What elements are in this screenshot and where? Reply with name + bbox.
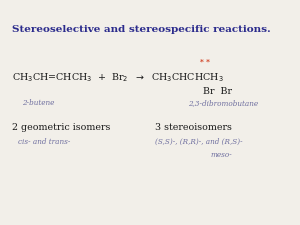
Text: 2 geometric isomers: 2 geometric isomers [12, 124, 110, 133]
Text: cis- and trans-: cis- and trans- [18, 138, 70, 146]
Text: 2,3-dibromobutane: 2,3-dibromobutane [188, 99, 258, 107]
Text: Stereoselective and stereospecific reactions.: Stereoselective and stereospecific react… [12, 25, 271, 34]
Text: CH$_3$CH=CHCH$_3$  +  Br$_2$  $\rightarrow$  CH$_3$CHCHCH$_3$: CH$_3$CH=CHCH$_3$ + Br$_2$ $\rightarrow$… [12, 72, 224, 84]
Text: 3 stereoisomers: 3 stereoisomers [155, 124, 232, 133]
Text: (S,S)-, (R,R)-, and (R,S)-: (S,S)-, (R,R)-, and (R,S)- [155, 138, 243, 146]
Text: Br  Br: Br Br [203, 86, 232, 95]
Text: meso-: meso- [210, 151, 232, 159]
Text: * *: * * [200, 59, 210, 67]
Text: 2-butene: 2-butene [22, 99, 54, 107]
